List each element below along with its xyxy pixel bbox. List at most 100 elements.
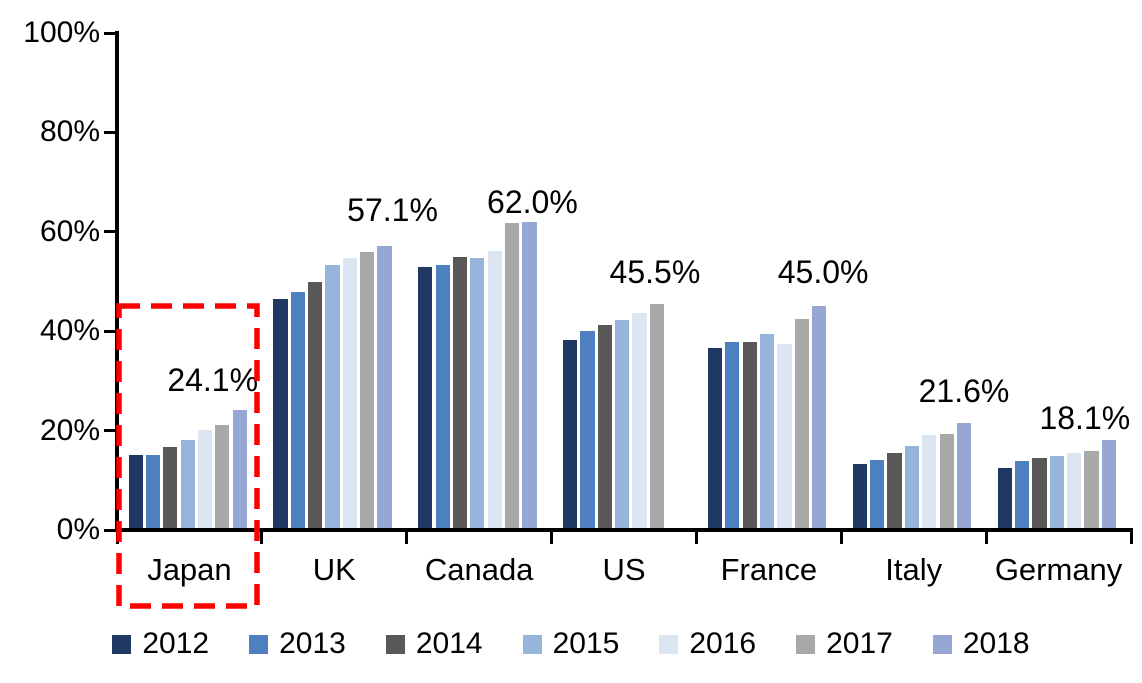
legend-item-2015: 2015 bbox=[522, 627, 620, 660]
data-label-us: 45.5% bbox=[609, 253, 701, 290]
legend-swatch-icon bbox=[522, 634, 542, 654]
y-axis-tick-mark bbox=[104, 230, 117, 234]
bar-us-2015 bbox=[615, 319, 630, 530]
x-axis-category-label: Germany bbox=[994, 552, 1123, 587]
bar-italy-2018 bbox=[956, 422, 972, 530]
y-axis-tick-label: 40% bbox=[39, 314, 100, 348]
bar-canada-2012 bbox=[418, 266, 433, 530]
x-axis-tick-mark bbox=[1129, 530, 1133, 544]
data-label-italy: 21.6% bbox=[918, 372, 1010, 409]
y-axis-tick-mark bbox=[104, 528, 117, 532]
bar-uk-2017 bbox=[360, 252, 375, 530]
y-axis-tick-label: 80% bbox=[39, 115, 100, 149]
bar-us-2012 bbox=[563, 340, 578, 530]
bar-germany-2017 bbox=[1084, 450, 1099, 530]
x-axis-line bbox=[115, 528, 1133, 532]
bar-japan-2017 bbox=[215, 425, 230, 530]
bar-canada-2018 bbox=[522, 221, 537, 530]
y-axis-tick-label: 20% bbox=[39, 413, 100, 447]
x-axis-tick-mark bbox=[405, 530, 409, 544]
legend-label: 2013 bbox=[279, 627, 346, 660]
bar-japan-2012 bbox=[128, 455, 143, 530]
bar-germany-2014 bbox=[1032, 458, 1047, 530]
y-axis-tick-label: 60% bbox=[39, 214, 100, 248]
legend-label: 2016 bbox=[689, 627, 757, 660]
bar-canada-2016 bbox=[487, 250, 502, 530]
legend: 2012 2013 2014 2015 2016 2017 2018 bbox=[0, 629, 1142, 659]
x-axis-category-label: Canada bbox=[424, 552, 534, 587]
bar-canada-2013 bbox=[435, 264, 450, 530]
bar-canada-2017 bbox=[504, 223, 520, 530]
bar-italy-2016 bbox=[922, 435, 937, 530]
x-axis-category-label: Japan bbox=[147, 552, 232, 587]
y-axis-tick-label: 100% bbox=[23, 16, 100, 49]
bar-italy-2017 bbox=[939, 434, 954, 530]
bar-us-2016 bbox=[632, 313, 647, 530]
bar-italy-2015 bbox=[904, 445, 920, 530]
bar-italy-2012 bbox=[852, 463, 867, 530]
bar-us-2013 bbox=[580, 330, 595, 530]
legend-swatch-icon bbox=[385, 634, 405, 654]
legend-label: 2015 bbox=[552, 627, 620, 660]
bar-uk-2012 bbox=[273, 299, 288, 530]
bar-canada-2015 bbox=[470, 257, 485, 530]
bar-france-2014 bbox=[742, 342, 757, 530]
data-label-japan: 24.1% bbox=[167, 362, 259, 399]
bar-france-2012 bbox=[707, 348, 723, 530]
legend-label: 2014 bbox=[415, 627, 483, 660]
bar-france-2013 bbox=[725, 342, 740, 530]
legend-swatch-icon bbox=[932, 634, 952, 654]
legend-swatch-icon bbox=[249, 634, 269, 654]
bar-germany-2016 bbox=[1067, 453, 1082, 530]
y-axis-tick-label: 0% bbox=[56, 513, 100, 546]
bar-france-2015 bbox=[759, 333, 775, 530]
bar-france-2016 bbox=[777, 343, 792, 530]
bar-germany-2015 bbox=[1049, 455, 1064, 530]
bar-japan-2013 bbox=[145, 454, 161, 530]
y-axis-tick-mark bbox=[104, 130, 117, 134]
legend-item-2014: 2014 bbox=[385, 627, 483, 660]
x-axis-tick-mark bbox=[839, 530, 843, 544]
y-axis-tick-mark bbox=[104, 329, 117, 333]
bar-japan-2018 bbox=[232, 410, 247, 530]
legend-label: 2017 bbox=[826, 627, 893, 660]
bar-germany-2012 bbox=[997, 467, 1012, 530]
bar-france-2018 bbox=[812, 306, 827, 530]
y-axis-line bbox=[115, 31, 119, 532]
legend-item-2013: 2013 bbox=[249, 629, 346, 659]
bar-japan-2014 bbox=[163, 447, 178, 530]
legend-label: 2012 bbox=[142, 627, 210, 660]
x-axis-tick-mark bbox=[260, 530, 264, 544]
data-label-canada: 62.0% bbox=[487, 183, 578, 220]
bar-germany-2013 bbox=[1014, 460, 1030, 530]
bar-france-2017 bbox=[794, 319, 809, 530]
legend-swatch-icon bbox=[659, 634, 679, 654]
bar-uk-2016 bbox=[342, 257, 357, 530]
data-label-uk: 57.1% bbox=[347, 192, 438, 229]
x-axis-category-label: Italy bbox=[885, 552, 943, 587]
bar-canada-2014 bbox=[452, 256, 468, 530]
x-axis-category-label: France bbox=[720, 552, 818, 587]
x-axis-category-label: US bbox=[602, 552, 646, 587]
bar-germany-2018 bbox=[1101, 440, 1116, 530]
legend-item-2018: 2018 bbox=[932, 627, 1030, 660]
data-label-germany: 18.1% bbox=[1039, 400, 1131, 437]
legend-label: 2018 bbox=[962, 627, 1030, 660]
x-axis-tick-mark bbox=[694, 530, 698, 544]
bar-us-2014 bbox=[597, 325, 612, 530]
bar-uk-2014 bbox=[308, 281, 323, 530]
y-axis-tick-mark bbox=[104, 31, 117, 35]
x-axis-category-label: UK bbox=[312, 552, 356, 587]
bar-italy-2014 bbox=[887, 452, 902, 530]
bar-uk-2015 bbox=[325, 265, 340, 530]
legend-item-2017: 2017 bbox=[796, 629, 893, 659]
bar-uk-2018 bbox=[377, 246, 392, 530]
legend-swatch-icon bbox=[112, 634, 132, 654]
bar-japan-2015 bbox=[180, 440, 195, 530]
y-axis-tick-mark bbox=[104, 429, 117, 433]
x-axis-tick-mark bbox=[115, 530, 119, 544]
legend-item-2012: 2012 bbox=[112, 629, 209, 659]
legend-swatch-icon bbox=[796, 634, 816, 654]
data-label-france: 45.0% bbox=[777, 254, 869, 291]
